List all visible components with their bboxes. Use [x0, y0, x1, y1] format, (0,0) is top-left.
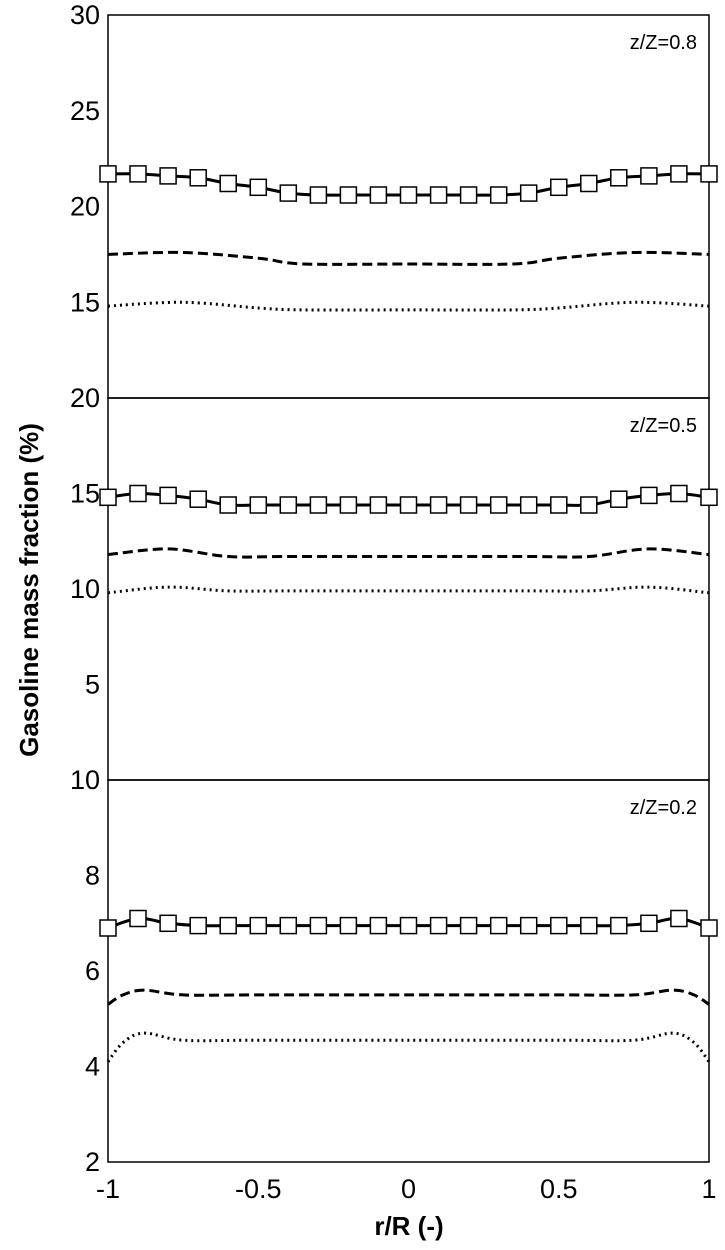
- square-marker: [249, 496, 268, 514]
- square-marker: [99, 165, 117, 183]
- square-marker: [550, 916, 568, 935]
- panels-layer: [107, 14, 710, 1163]
- square-marker: [670, 165, 688, 183]
- x-tick-label: 1: [701, 1174, 716, 1204]
- square-marker: [700, 919, 718, 937]
- y-tick-label: 10: [70, 765, 100, 795]
- square-marker: [309, 496, 328, 514]
- square-marker: [610, 490, 628, 508]
- x-axis-title: r/R (-): [374, 1211, 443, 1241]
- square-marker: [249, 916, 268, 935]
- square-marker: [339, 916, 358, 935]
- square-marker: [129, 484, 147, 503]
- square-marker: [279, 184, 298, 202]
- square-marker: [429, 186, 448, 204]
- square-marker: [700, 165, 718, 183]
- square-marker: [640, 167, 658, 185]
- square-marker: [399, 916, 418, 935]
- square-marker: [399, 496, 418, 514]
- series-line-dashed: [107, 547, 710, 559]
- square-marker: [519, 496, 538, 514]
- square-marker: [249, 178, 268, 197]
- square-marker: [339, 186, 358, 204]
- square-marker: [159, 167, 177, 185]
- square-marker: [159, 914, 177, 933]
- square-marker: [489, 916, 508, 935]
- square-marker: [670, 484, 688, 503]
- y-tick-label: 15: [70, 287, 100, 317]
- square-marker: [129, 165, 147, 183]
- square-marker: [219, 174, 237, 193]
- square-marker: [399, 186, 418, 204]
- y-tick-label: 5: [85, 670, 100, 700]
- square-marker: [339, 496, 358, 514]
- square-marker: [580, 496, 598, 514]
- square-marker: [670, 909, 688, 928]
- square-marker: [640, 486, 658, 505]
- y-tick-label: 6: [85, 956, 100, 986]
- y-tick-label: 8: [85, 861, 100, 891]
- panel-label: z/Z=0.2: [630, 797, 697, 819]
- square-marker: [610, 916, 628, 935]
- y-tick-label: 2: [85, 1147, 100, 1177]
- panel-frame: [107, 14, 710, 399]
- panel-label: z/Z=0.8: [630, 32, 697, 54]
- y-tick-label: 30: [70, 0, 100, 30]
- square-marker: [369, 916, 388, 935]
- y-tick-label: 25: [70, 96, 100, 126]
- square-marker: [219, 916, 237, 935]
- series-line-dotted: [107, 585, 710, 595]
- square-marker: [429, 496, 448, 514]
- square-marker: [309, 916, 328, 935]
- y-tick-label: 10: [70, 574, 100, 604]
- panel-label: z/Z=0.5: [630, 415, 697, 437]
- square-marker: [580, 916, 598, 935]
- series-line-dotted: [107, 300, 710, 312]
- labels-layer: 30252015z/Z=0.82015105z/Z=0.5108642z/Z=0…: [70, 0, 717, 1204]
- square-marker: [129, 909, 147, 928]
- y-axis-title: Gasoline mass fraction (%): [14, 423, 44, 757]
- x-tick-label: -0.5: [235, 1174, 282, 1204]
- y-tick-label: 4: [85, 1052, 100, 1082]
- series-line-dotted: [106, 1031, 711, 1063]
- square-marker: [369, 496, 388, 514]
- square-marker: [189, 169, 207, 187]
- square-marker: [429, 916, 448, 935]
- series-layer: [99, 165, 718, 1063]
- square-marker: [279, 916, 298, 935]
- square-marker: [580, 174, 598, 193]
- square-marker: [369, 186, 388, 204]
- square-marker: [99, 488, 117, 507]
- square-marker: [700, 488, 718, 507]
- square-marker: [189, 490, 207, 508]
- y-tick-label: 20: [70, 383, 100, 413]
- square-marker: [159, 486, 177, 505]
- square-marker: [309, 186, 328, 204]
- y-tick-label: 20: [70, 192, 100, 222]
- square-marker: [640, 914, 658, 933]
- square-marker: [489, 496, 508, 514]
- square-marker: [219, 496, 237, 514]
- y-tick-label: 15: [70, 479, 100, 509]
- square-marker: [550, 496, 568, 514]
- x-tick-label: 0: [401, 1174, 416, 1204]
- series-line-dashed: [107, 250, 710, 266]
- square-marker: [610, 169, 628, 187]
- square-marker: [279, 496, 298, 514]
- square-marker: [459, 186, 478, 204]
- square-marker: [489, 186, 508, 204]
- x-tick-label: -1: [96, 1174, 120, 1204]
- square-marker: [459, 496, 478, 514]
- series-line-dashed: [107, 988, 710, 1006]
- square-marker: [550, 178, 568, 197]
- square-marker: [459, 916, 478, 935]
- square-marker: [519, 916, 538, 935]
- panel-frame: [107, 779, 710, 1163]
- square-marker: [519, 184, 538, 202]
- square-marker: [99, 919, 117, 937]
- x-tick-label: 0.5: [540, 1174, 578, 1204]
- square-marker: [189, 916, 207, 935]
